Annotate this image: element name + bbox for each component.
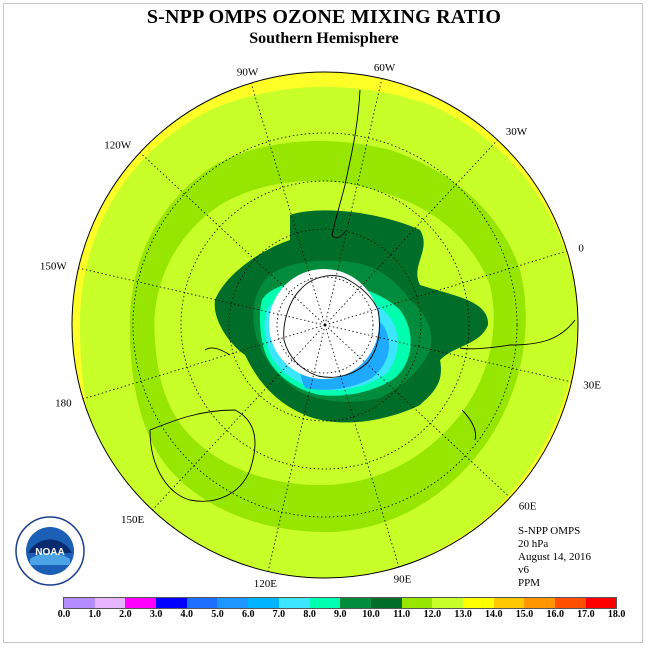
colorbar-segment	[186, 598, 218, 608]
colorbar-segment	[94, 598, 126, 608]
colorbar-segment	[64, 598, 95, 608]
coast-antarctica	[283, 275, 380, 378]
colorbar-tick-label: 13.0	[454, 609, 472, 620]
colorbar-ticks: 0.0 1.0 2.0 3.0 4.0 5.0 6.0 7.0 8.0 9.0 10.0 11.0 12…	[0, 609, 648, 623]
longitude-label: 30W	[506, 126, 528, 138]
info-instrument: S-NPP OMPS	[518, 525, 581, 537]
longitude-label: 0	[578, 243, 584, 255]
map-border	[71, 71, 579, 579]
colorbar-tick-label: 12.0	[423, 609, 442, 620]
colorbar-segment	[278, 598, 310, 608]
colorbar-segment	[370, 598, 402, 608]
colorbar-tick-label: 14.0	[485, 609, 503, 620]
colorbar-tick-label: 15.0	[515, 609, 534, 620]
colorbar-tick-label: 7.0	[272, 609, 286, 620]
colorbar-segment	[462, 598, 494, 608]
colorbar-tick-label: 18.0	[607, 609, 626, 620]
colorbar-segment	[524, 598, 555, 608]
colorbar-tick-label: 8.0	[303, 609, 316, 620]
contour-level-11-patch-a	[276, 420, 300, 436]
longitude-label: 120E	[254, 578, 278, 590]
info-units: PPM	[518, 577, 541, 589]
coast-madagascar	[461, 409, 477, 441]
page-subtitle: Southern Hemisphere	[249, 30, 399, 47]
colorbar-tick-label: 3.0	[149, 609, 163, 620]
colorbar-tick-label: 16.0	[546, 609, 564, 620]
colorbar-segment	[401, 598, 433, 608]
colorbar-tick-label: 1.0	[88, 609, 101, 620]
colorbar-tick-label: 10.0	[362, 609, 380, 620]
colorbar-segment	[340, 598, 371, 608]
coast-africa	[459, 319, 576, 350]
longitude-label: 60E	[519, 501, 537, 513]
colorbar-tick-label: 11.0	[393, 609, 411, 620]
page-title: S-NPP OMPS OZONE MIXING RATIO	[146, 6, 502, 28]
colorbar-tick-label: 4.0	[180, 609, 194, 620]
contour-level-10-patch	[363, 240, 386, 263]
figure-frame	[3, 3, 643, 643]
colorbar-segment	[432, 598, 463, 608]
colorbar-segment	[248, 598, 279, 608]
colorbar-segment	[493, 598, 525, 608]
colorbar-segment	[585, 598, 617, 608]
colorbar-tick-label: 2.0	[119, 609, 132, 620]
coast-australia	[149, 409, 256, 502]
longitude-label: 150E	[121, 514, 145, 526]
longitude-label: 120W	[104, 139, 132, 151]
colorbar-segment	[309, 598, 341, 608]
noaa-logo-text: NOAA	[35, 547, 64, 558]
info-version: v6	[518, 564, 529, 576]
longitude-label: 30E	[583, 380, 601, 392]
colorbar-segment	[125, 598, 157, 608]
colorbar-segment	[555, 598, 586, 608]
colorbar-tick-label: 9.0	[334, 609, 347, 620]
coast-south-america	[331, 89, 361, 239]
product-info: S-NPP OMPS 20 hPa August 14, 2016 v6 PPM	[518, 525, 591, 590]
info-date: August 14, 2016	[518, 551, 592, 563]
colorbar-tick-label: 5.0	[211, 609, 224, 620]
longitude-label: 150W	[40, 260, 68, 272]
contour-level-11-patch-b	[340, 444, 359, 456]
colorbar-tick-label: 6.0	[241, 609, 255, 620]
colorbar-segment	[217, 598, 249, 608]
colorbar-tick-label: 0.0	[57, 609, 71, 620]
info-level: 20 hPa	[518, 538, 549, 550]
longitude-label: 90E	[394, 573, 412, 585]
colorbar-tick-label: 17.0	[577, 609, 595, 620]
longitude-label: 90W	[237, 67, 259, 79]
coast-new-zealand	[204, 347, 231, 356]
longitude-label: 180	[55, 397, 72, 409]
colorbar-segment	[156, 598, 187, 608]
longitude-label: 60W	[374, 62, 396, 74]
colorbar	[63, 597, 618, 609]
noaa-logo: NOAA	[15, 516, 85, 586]
